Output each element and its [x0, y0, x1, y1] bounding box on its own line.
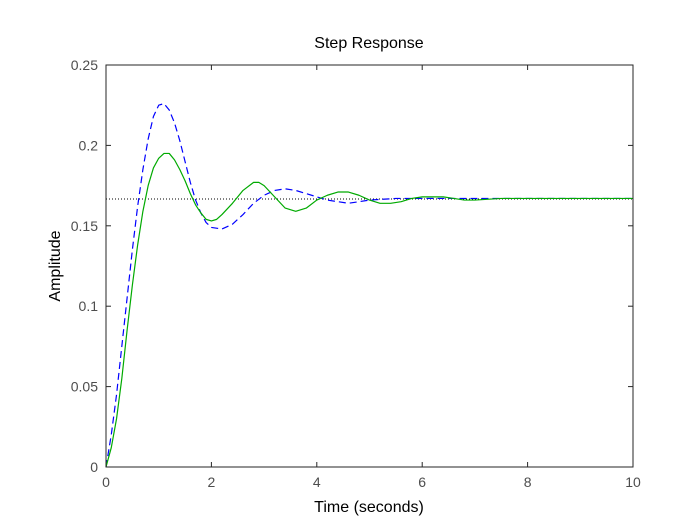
y-tick-label: 0.25	[71, 57, 98, 73]
x-tick-label: 2	[208, 474, 216, 490]
x-tick-label: 8	[524, 474, 532, 490]
x-tick-label: 10	[625, 474, 641, 490]
x-tick-label: 4	[313, 474, 321, 490]
series-line-2	[105, 152, 633, 468]
chart-title: Step Response	[314, 35, 424, 52]
y-tick-label: 0.2	[79, 137, 99, 153]
plot-area	[106, 65, 633, 467]
y-tick-label: 0.15	[71, 218, 98, 234]
axes-box	[105, 64, 634, 468]
y-axis-label: Amplitude	[47, 230, 64, 301]
y-tick-label: 0.1	[79, 298, 99, 314]
x-axis-label: Time (seconds)	[314, 499, 424, 516]
x-tick-label: 6	[418, 474, 426, 490]
x-tick-label: 0	[102, 474, 110, 490]
y-tick-label: 0.05	[71, 379, 98, 395]
y-tick-label: 0	[90, 459, 98, 475]
